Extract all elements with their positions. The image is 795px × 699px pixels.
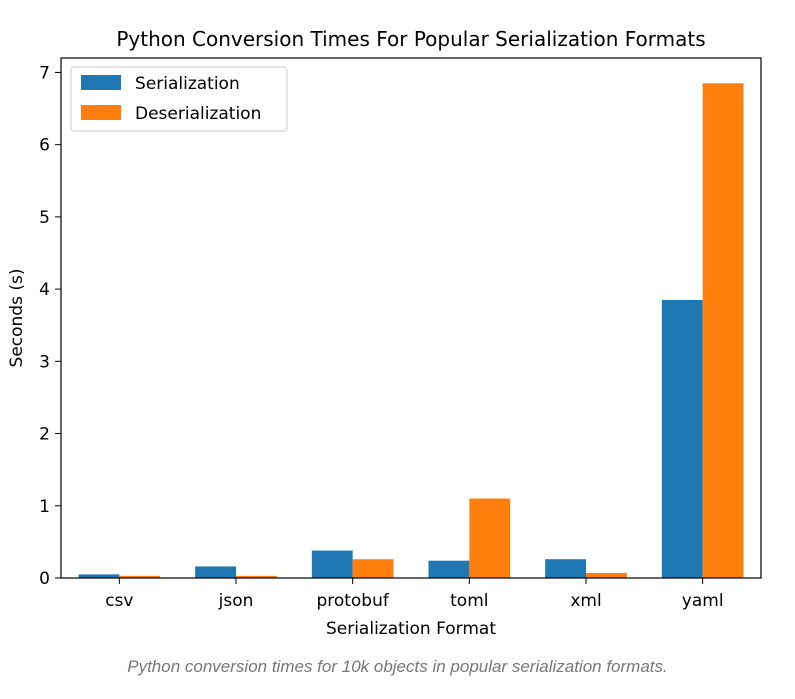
y-tick-label: 2 (39, 425, 50, 445)
legend-label-serialization: Serialization (135, 74, 240, 94)
legend-swatch-serialization (81, 75, 121, 90)
y-tick-label: 4 (39, 280, 50, 300)
x-axis-label: Serialization Format (326, 619, 496, 639)
y-tick-label: 5 (39, 208, 50, 228)
x-axis: csv json protobuf toml xml yaml (105, 578, 724, 611)
y-tick-label: 7 (39, 63, 50, 83)
bar-deserialization-csv (119, 575, 161, 578)
legend-label-deserialization: Deserialization (135, 104, 261, 124)
bar-deserialization-yaml (702, 83, 744, 579)
x-tick-label-xml: xml (570, 591, 601, 611)
bar-deserialization-protobuf (352, 559, 394, 578)
bar-deserialization-xml (586, 572, 627, 578)
y-tick-label: 3 (39, 352, 50, 372)
bars-group (78, 83, 744, 579)
bar-serialization-yaml (661, 299, 703, 578)
bar-serialization-json (195, 566, 236, 578)
y-axis: 0 1 2 3 4 5 6 7 (39, 63, 61, 589)
figure-caption: Python conversion times for 10k objects … (127, 657, 668, 676)
chart: Python Conversion Times For Popular Seri… (7, 27, 762, 639)
legend-swatch-deserialization (81, 105, 121, 120)
plot-frame (60, 57, 762, 579)
bar-serialization-protobuf (311, 550, 353, 578)
y-tick-label: 1 (39, 497, 50, 517)
bar-serialization-xml (545, 559, 586, 578)
legend-frame (70, 66, 288, 132)
x-tick-label-json: json (218, 591, 254, 611)
legend: Serialization Deserialization (70, 66, 288, 132)
bar-serialization-toml (428, 560, 470, 578)
x-tick-label-csv: csv (105, 591, 133, 611)
x-tick-label-yaml: yaml (682, 591, 724, 611)
bar-deserialization-toml (469, 498, 511, 578)
x-tick-label-protobuf: protobuf (316, 591, 389, 611)
y-tick-label: 6 (39, 136, 50, 156)
bar-serialization-csv (78, 574, 120, 578)
chart-title: Python Conversion Times For Popular Seri… (116, 27, 705, 51)
bar-deserialization-json (236, 575, 277, 578)
y-axis-label: Seconds (s) (7, 269, 27, 368)
x-tick-label-toml: toml (450, 591, 488, 611)
y-tick-label: 0 (39, 569, 50, 589)
